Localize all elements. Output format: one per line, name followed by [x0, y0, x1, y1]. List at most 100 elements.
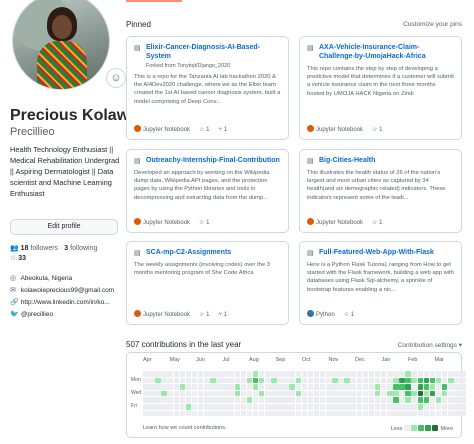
contribution-day-cell[interactable]	[417, 404, 423, 410]
contribution-day-cell[interactable]	[460, 377, 466, 384]
contribution-day-cell[interactable]	[197, 404, 204, 410]
contribution-day-cell[interactable]	[368, 390, 375, 397]
contribution-day-cell[interactable]	[368, 397, 375, 403]
contribution-day-cell[interactable]	[441, 371, 448, 377]
contribution-day-cell[interactable]	[362, 377, 369, 384]
contribution-day-cell[interactable]	[283, 384, 289, 390]
contribution-day-cell[interactable]	[161, 377, 167, 384]
contribution-day-cell[interactable]	[185, 404, 192, 410]
contribution-day-cell[interactable]	[277, 371, 283, 377]
contribution-day-cell[interactable]	[454, 390, 460, 397]
contribution-day-cell[interactable]	[204, 377, 210, 384]
contribution-day-cell[interactable]	[295, 410, 301, 417]
twitter-row[interactable]: 🐦 @precillieo	[10, 310, 122, 318]
contribution-day-cell[interactable]	[185, 397, 192, 403]
contribution-day-cell[interactable]	[362, 410, 369, 417]
contribution-day-cell[interactable]	[448, 404, 454, 410]
contribution-day-cell[interactable]	[240, 377, 247, 384]
contribution-day-cell[interactable]	[197, 390, 204, 397]
contribution-day-cell[interactable]	[149, 410, 155, 417]
email-link[interactable]: kolawoleprecious99@gmail.com	[20, 287, 115, 294]
contribution-day-cell[interactable]	[185, 377, 192, 384]
contribution-day-cell[interactable]	[240, 371, 247, 377]
contribution-day-cell[interactable]	[441, 397, 448, 403]
contribution-day-cell[interactable]	[338, 404, 344, 410]
contribution-day-cell[interactable]	[301, 371, 308, 377]
contribution-day-cell[interactable]	[338, 377, 344, 384]
contribution-day-cell[interactable]	[393, 377, 399, 384]
contribution-day-cell[interactable]	[191, 397, 198, 403]
smiley-icon[interactable]: ☺	[106, 68, 126, 88]
contribution-day-cell[interactable]	[246, 390, 253, 397]
contribution-day-cell[interactable]	[307, 371, 314, 377]
contribution-day-cell[interactable]	[167, 410, 173, 417]
contribution-day-cell[interactable]	[246, 371, 253, 377]
contribution-day-cell[interactable]	[448, 371, 454, 377]
contribution-day-cell[interactable]	[411, 384, 417, 390]
contribution-day-cell[interactable]	[210, 377, 216, 384]
star-icon[interactable]: ☆	[199, 312, 205, 318]
contribution-day-cell[interactable]	[185, 390, 192, 397]
contribution-day-cell[interactable]	[417, 377, 423, 384]
contribution-day-cell[interactable]	[362, 397, 369, 403]
contribution-day-cell[interactable]	[258, 384, 265, 390]
contribution-day-cell[interactable]	[435, 397, 442, 403]
contribution-day-cell[interactable]	[216, 384, 222, 390]
contribution-day-cell[interactable]	[149, 384, 155, 390]
contribution-day-cell[interactable]	[234, 384, 240, 390]
contribution-day-cell[interactable]	[283, 377, 289, 384]
contribution-day-cell[interactable]	[350, 371, 356, 377]
contribution-day-cell[interactable]	[197, 397, 204, 403]
contribution-day-cell[interactable]	[197, 377, 204, 384]
contribution-day-cell[interactable]	[252, 404, 259, 410]
repo-name-link[interactable]: AXA-Vehicle-Insurance-Claim-Challenge-by…	[319, 44, 426, 60]
contribution-day-cell[interactable]	[283, 390, 289, 397]
contribution-day-cell[interactable]	[454, 384, 460, 390]
contribution-day-cell[interactable]	[222, 404, 228, 410]
contribution-day-cell[interactable]	[277, 384, 283, 390]
contribution-day-cell[interactable]	[265, 377, 271, 384]
contribution-day-cell[interactable]	[411, 397, 417, 403]
contribution-day-cell[interactable]	[289, 404, 295, 410]
contribution-day-cell[interactable]	[295, 371, 301, 377]
contribution-day-cell[interactable]	[283, 371, 289, 377]
contribution-day-cell[interactable]	[277, 397, 283, 403]
contribution-day-cell[interactable]	[319, 377, 326, 384]
contribution-day-cell[interactable]	[277, 404, 283, 410]
contribution-day-cell[interactable]	[210, 371, 216, 377]
repo-stars[interactable]: 1	[206, 312, 210, 318]
contribution-day-cell[interactable]	[387, 397, 393, 403]
contribution-day-cell[interactable]	[289, 384, 295, 390]
contribution-day-cell[interactable]	[161, 397, 167, 403]
contribution-day-cell[interactable]	[374, 384, 381, 390]
contribution-day-cell[interactable]	[277, 410, 283, 417]
repo-stars[interactable]: 1	[350, 312, 355, 318]
contribution-day-cell[interactable]	[326, 377, 332, 384]
contribution-day-cell[interactable]	[277, 390, 283, 397]
contribution-day-cell[interactable]	[301, 390, 308, 397]
contribution-day-cell[interactable]	[222, 397, 228, 403]
contribution-day-cell[interactable]	[301, 404, 308, 410]
contribution-day-cell[interactable]	[179, 384, 186, 390]
contribution-day-cell[interactable]	[441, 377, 448, 384]
contribution-day-cell[interactable]	[307, 404, 314, 410]
contribution-day-cell[interactable]	[441, 384, 448, 390]
contribution-day-cell[interactable]	[210, 384, 216, 390]
contribution-day-cell[interactable]	[167, 371, 173, 377]
contribution-day-cell[interactable]	[423, 390, 430, 397]
contribution-day-cell[interactable]	[313, 397, 320, 403]
contribution-day-cell[interactable]	[399, 390, 405, 397]
contribution-day-cell[interactable]	[258, 390, 265, 397]
contribution-day-cell[interactable]	[374, 397, 381, 403]
following-count[interactable]: 3	[64, 245, 69, 252]
contribution-day-cell[interactable]	[228, 390, 234, 397]
contribution-day-cell[interactable]	[265, 371, 271, 377]
forked-from-text[interactable]: Forked from Tonytojt/Django_2020	[146, 63, 231, 69]
contribution-day-cell[interactable]	[417, 410, 423, 417]
contribution-day-cell[interactable]	[405, 384, 411, 390]
contribution-day-cell[interactable]	[435, 390, 442, 397]
contribution-day-cell[interactable]	[234, 390, 240, 397]
contribution-day-cell[interactable]	[380, 390, 387, 397]
contribution-day-cell[interactable]	[149, 397, 155, 403]
repo-name-link[interactable]: Big-Cities-Health	[319, 157, 376, 164]
